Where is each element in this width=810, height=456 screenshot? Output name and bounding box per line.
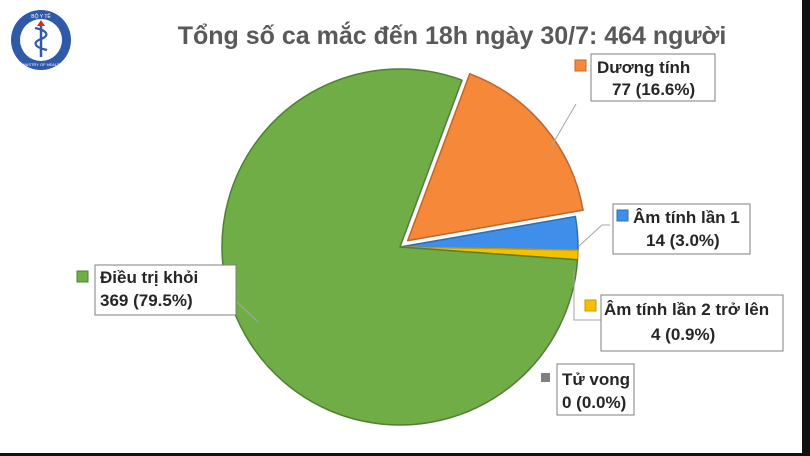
slice-label-value: 14 (3.0%) (646, 231, 720, 250)
slice-label-value: 77 (16.6%) (612, 80, 695, 99)
leader-line-dieu-tri-khoi (236, 301, 259, 323)
legend-key-duong-tinh (574, 59, 587, 72)
label-box (612, 203, 751, 255)
logo-star-icon (37, 20, 45, 26)
legend-key-dieu-tri-khoi (76, 270, 89, 283)
label-am-tinh-1: Âm tính lần 1 14 (3.0%) (612, 203, 751, 255)
legend-key-am-tinh-1 (616, 209, 629, 222)
leader-line-duong-tinh (551, 103, 577, 146)
label-duong-tinh: Dương tính 77 (16.6%) (574, 53, 716, 102)
leader-line-am-tinh-1 (578, 224, 610, 247)
frame-bottom-edge (0, 453, 810, 456)
slice-label-value: 4 (0.9%) (651, 325, 715, 344)
slice-label-name: Tử vong (562, 370, 630, 389)
slice-label-name: Âm tính lần 2 trở lên (604, 300, 769, 319)
logo-bottom-text: MINISTRY OF HEALTH (20, 62, 62, 67)
slice-label-value: 0 (0.0%) (562, 393, 626, 412)
slice-label-name: Dương tính (597, 58, 690, 77)
pie-slice-dieu-tri-khoi (221, 68, 579, 426)
label-box (556, 363, 635, 416)
label-am-tinh-2: Âm tính lần 2 trở lên 4 (0.9%) (584, 294, 784, 352)
label-box (590, 53, 716, 102)
label-box (94, 264, 237, 316)
ministry-logo: BỘ Y TẾ MINISTRY OF HEALTH (11, 10, 71, 70)
leader-lines (236, 103, 610, 323)
label-box (600, 294, 784, 352)
slice-label-name: Điều trị khỏi (100, 268, 198, 287)
slice-label-value: 369 (79.5%) (100, 291, 193, 310)
slice-label-name: Âm tính lần 1 (633, 208, 740, 227)
legend-key-tu-vong (541, 373, 550, 382)
pie-slice-duong-tinh (406, 73, 584, 242)
frame-right-edge (802, 0, 810, 456)
chart-title: Tổng số ca mắc đến 18h ngày 30/7: 464 ng… (178, 20, 727, 50)
logo-serpent-icon (34, 26, 48, 52)
leader-line-am-tinh-2 (573, 270, 602, 321)
legend-key-am-tinh-2 (584, 299, 597, 312)
logo-top-text: BỘ Y TẾ (31, 13, 51, 20)
pie-slices (221, 68, 584, 426)
label-dieu-tri-khoi: Điều trị khỏi 369 (79.5%) (76, 264, 237, 316)
label-tu-vong: Tử vong 0 (0.0%) (541, 363, 635, 416)
